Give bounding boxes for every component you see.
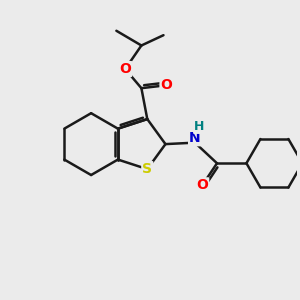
Text: O: O [160, 78, 172, 92]
Text: S: S [142, 162, 152, 176]
Text: O: O [119, 62, 131, 76]
Text: O: O [196, 178, 208, 192]
Text: N: N [189, 131, 201, 145]
Text: H: H [194, 120, 205, 133]
